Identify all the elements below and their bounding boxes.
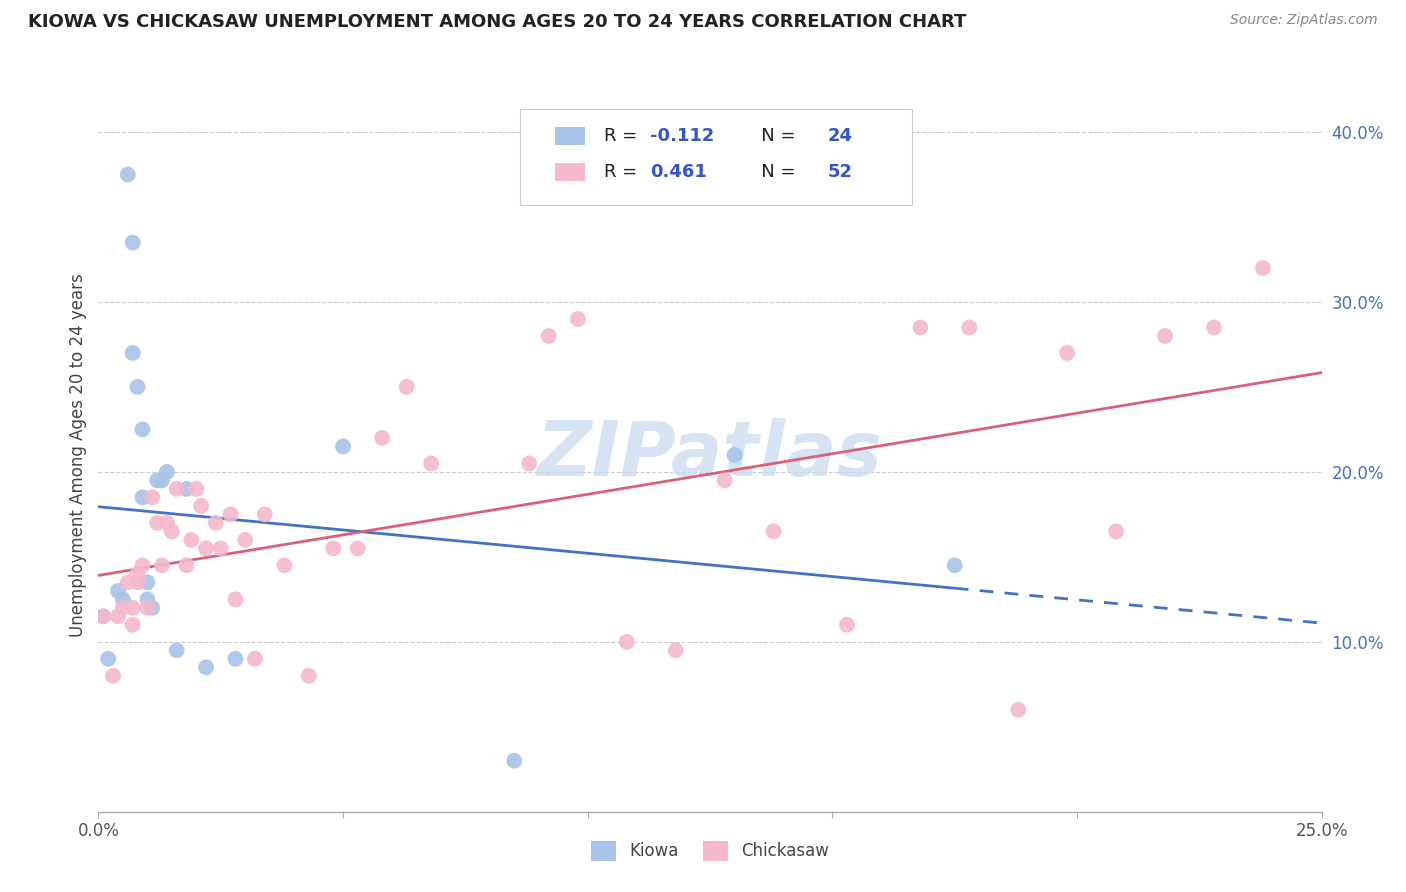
Point bbox=[1007, 703, 1029, 717]
Point bbox=[209, 541, 232, 556]
Point bbox=[160, 524, 183, 539]
Point bbox=[136, 600, 159, 615]
Point bbox=[1202, 320, 1225, 334]
Point bbox=[567, 312, 589, 326]
Text: R =: R = bbox=[603, 127, 643, 145]
Point bbox=[150, 558, 173, 573]
Point bbox=[156, 465, 179, 479]
Point bbox=[146, 516, 169, 530]
Point bbox=[107, 609, 129, 624]
Point bbox=[121, 235, 143, 250]
Point bbox=[176, 558, 198, 573]
Text: N =: N = bbox=[744, 127, 801, 145]
Point bbox=[224, 592, 246, 607]
Point bbox=[127, 575, 149, 590]
Point bbox=[127, 380, 149, 394]
Point bbox=[107, 583, 129, 598]
Point bbox=[136, 575, 159, 590]
Point bbox=[332, 439, 354, 453]
Point bbox=[131, 491, 153, 505]
Point bbox=[1154, 329, 1177, 343]
Point bbox=[537, 329, 560, 343]
Point bbox=[957, 320, 980, 334]
Point bbox=[1251, 260, 1274, 275]
Point bbox=[723, 448, 745, 462]
FancyBboxPatch shape bbox=[520, 109, 912, 205]
Point bbox=[195, 541, 218, 556]
Text: 0.461: 0.461 bbox=[650, 162, 707, 180]
Point bbox=[517, 457, 540, 471]
Point bbox=[141, 600, 163, 615]
Point bbox=[420, 457, 443, 471]
Point bbox=[395, 380, 418, 394]
Text: ZIPatlas: ZIPatlas bbox=[537, 418, 883, 491]
Text: -0.112: -0.112 bbox=[650, 127, 714, 145]
Point bbox=[943, 558, 966, 573]
Point bbox=[371, 431, 394, 445]
Point bbox=[195, 660, 218, 674]
Point bbox=[1105, 524, 1128, 539]
Point bbox=[166, 643, 188, 657]
Point bbox=[136, 592, 159, 607]
Point bbox=[141, 491, 163, 505]
Point bbox=[224, 652, 246, 666]
Point bbox=[190, 499, 212, 513]
Text: 24: 24 bbox=[828, 127, 852, 145]
Text: 52: 52 bbox=[828, 162, 852, 180]
Point bbox=[117, 575, 139, 590]
Point bbox=[253, 508, 276, 522]
Point bbox=[219, 508, 242, 522]
Point bbox=[1056, 346, 1078, 360]
Point bbox=[503, 754, 526, 768]
Point bbox=[243, 652, 266, 666]
Point bbox=[166, 482, 188, 496]
Point bbox=[101, 669, 124, 683]
Text: N =: N = bbox=[744, 162, 801, 180]
Point bbox=[665, 643, 688, 657]
Point bbox=[322, 541, 344, 556]
Y-axis label: Unemployment Among Ages 20 to 24 years: Unemployment Among Ages 20 to 24 years bbox=[69, 273, 87, 637]
Point bbox=[131, 422, 153, 436]
Point bbox=[233, 533, 256, 547]
Point bbox=[150, 474, 173, 488]
Point bbox=[91, 609, 114, 624]
Point bbox=[117, 168, 139, 182]
Point bbox=[121, 617, 143, 632]
Point bbox=[156, 516, 179, 530]
Point bbox=[835, 617, 858, 632]
Point bbox=[111, 592, 134, 607]
Point bbox=[121, 346, 143, 360]
Point bbox=[127, 566, 149, 581]
Point bbox=[91, 609, 114, 624]
Text: Source: ZipAtlas.com: Source: ZipAtlas.com bbox=[1230, 13, 1378, 28]
Text: KIOWA VS CHICKASAW UNEMPLOYMENT AMONG AGES 20 TO 24 YEARS CORRELATION CHART: KIOWA VS CHICKASAW UNEMPLOYMENT AMONG AG… bbox=[28, 13, 966, 31]
Point bbox=[186, 482, 208, 496]
Point bbox=[273, 558, 295, 573]
Point bbox=[346, 541, 368, 556]
Bar bbox=[555, 127, 585, 145]
Point bbox=[910, 320, 932, 334]
Point bbox=[205, 516, 228, 530]
Point bbox=[298, 669, 321, 683]
Point bbox=[121, 600, 143, 615]
Point bbox=[111, 600, 134, 615]
Point bbox=[180, 533, 202, 547]
Point bbox=[713, 474, 735, 488]
Point bbox=[762, 524, 785, 539]
Point bbox=[97, 652, 120, 666]
Text: R =: R = bbox=[603, 162, 643, 180]
Point bbox=[131, 558, 153, 573]
Point bbox=[616, 635, 638, 649]
Bar bbox=[555, 162, 585, 180]
Point bbox=[146, 474, 169, 488]
Point bbox=[176, 482, 198, 496]
Legend: Kiowa, Chickasaw: Kiowa, Chickasaw bbox=[583, 834, 837, 868]
